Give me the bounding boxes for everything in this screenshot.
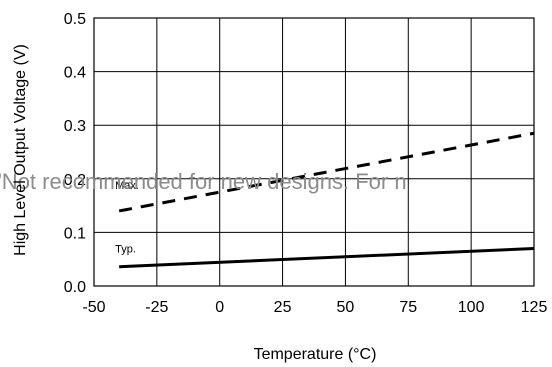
plot-frame (93, 17, 535, 287)
y-tick-label: 0.0 (64, 279, 86, 296)
x-axis-label: Temperature (°C) (254, 346, 377, 363)
x-tick-labels: -50 -25 0 25 50 75 100 125 (82, 299, 547, 316)
y-axis-label: High Level Output Voltage (V) (12, 44, 29, 256)
x-tick-label: 0 (215, 299, 224, 316)
x-tick-label: 50 (337, 299, 355, 316)
series-group (118, 131, 535, 269)
y-tick-labels: 0.0 0.1 0.2 0.3 0.4 0.5 (64, 11, 86, 296)
x-tick-label: -50 (82, 299, 105, 316)
y-tick-label: 0.1 (64, 225, 86, 242)
series-line-typ (119, 246, 535, 269)
x-tick-label: 100 (458, 299, 485, 316)
y-tick-label: 0.3 (64, 118, 86, 135)
y-tick-label: 0.4 (64, 65, 86, 82)
series-labels: Max. Typ. (115, 180, 139, 256)
x-tick-label: 75 (399, 299, 417, 316)
series-label: Max. (115, 180, 139, 192)
series-label: Typ. (115, 244, 136, 256)
y-tick-label: 0.2 (64, 172, 86, 189)
x-tick-label: -25 (145, 299, 168, 316)
x-tick-label: 25 (274, 299, 292, 316)
watermark: "Not recommended for new designs. For n (0, 169, 407, 194)
y-tick-label: 0.5 (64, 11, 86, 28)
series-line-max (118, 131, 535, 213)
x-tick-label: 125 (521, 299, 548, 316)
